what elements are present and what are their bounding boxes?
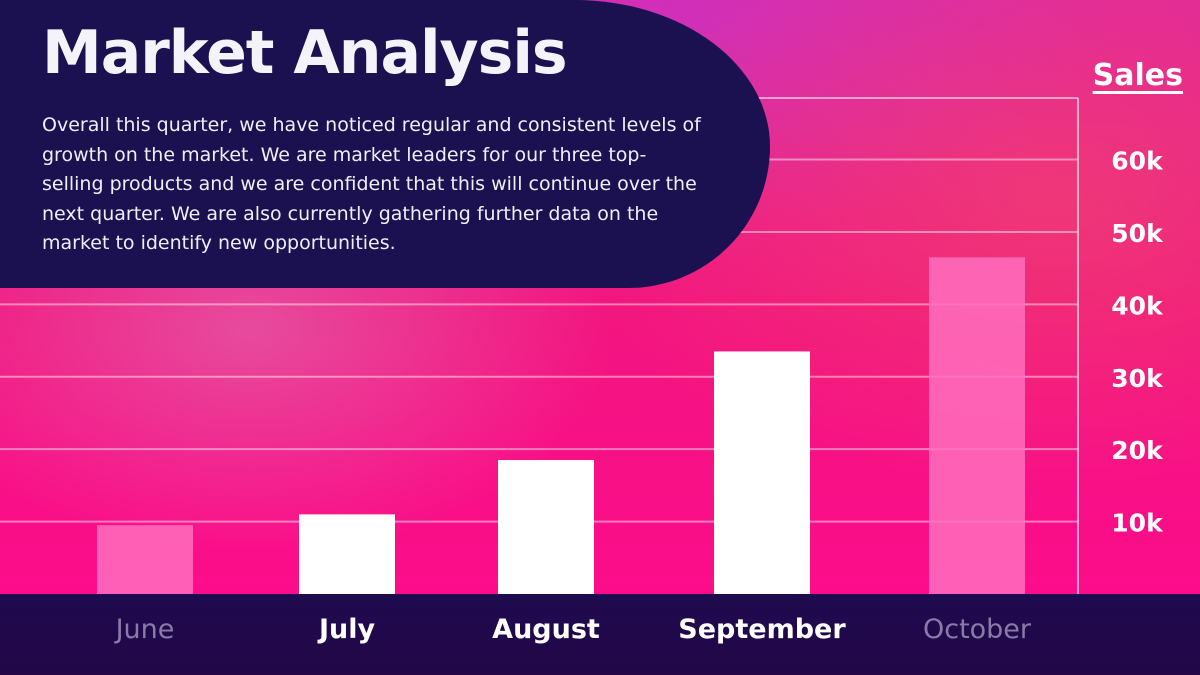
y-tick-label: 50k: [1111, 219, 1164, 248]
bar-july: [299, 514, 395, 594]
y-tick-label: 10k: [1111, 509, 1164, 538]
page-title: Market Analysis: [42, 18, 568, 88]
bar-october: [929, 257, 1025, 594]
summary-text: Overall this quarter, we have noticed re…: [42, 114, 701, 254]
header-panel: Market Analysis Overall this quarter, we…: [0, 0, 770, 288]
bar-august: [498, 460, 594, 594]
y-tick-label: 60k: [1111, 147, 1164, 176]
x-axis-band: [0, 594, 1200, 675]
y-tick-label: 40k: [1111, 291, 1164, 320]
y-tick-label: 30k: [1111, 364, 1164, 393]
bar-june: [97, 525, 193, 594]
y-tick-label: 20k: [1111, 436, 1164, 465]
bar-september: [714, 351, 810, 594]
y-axis-title: Sales: [1092, 58, 1183, 93]
